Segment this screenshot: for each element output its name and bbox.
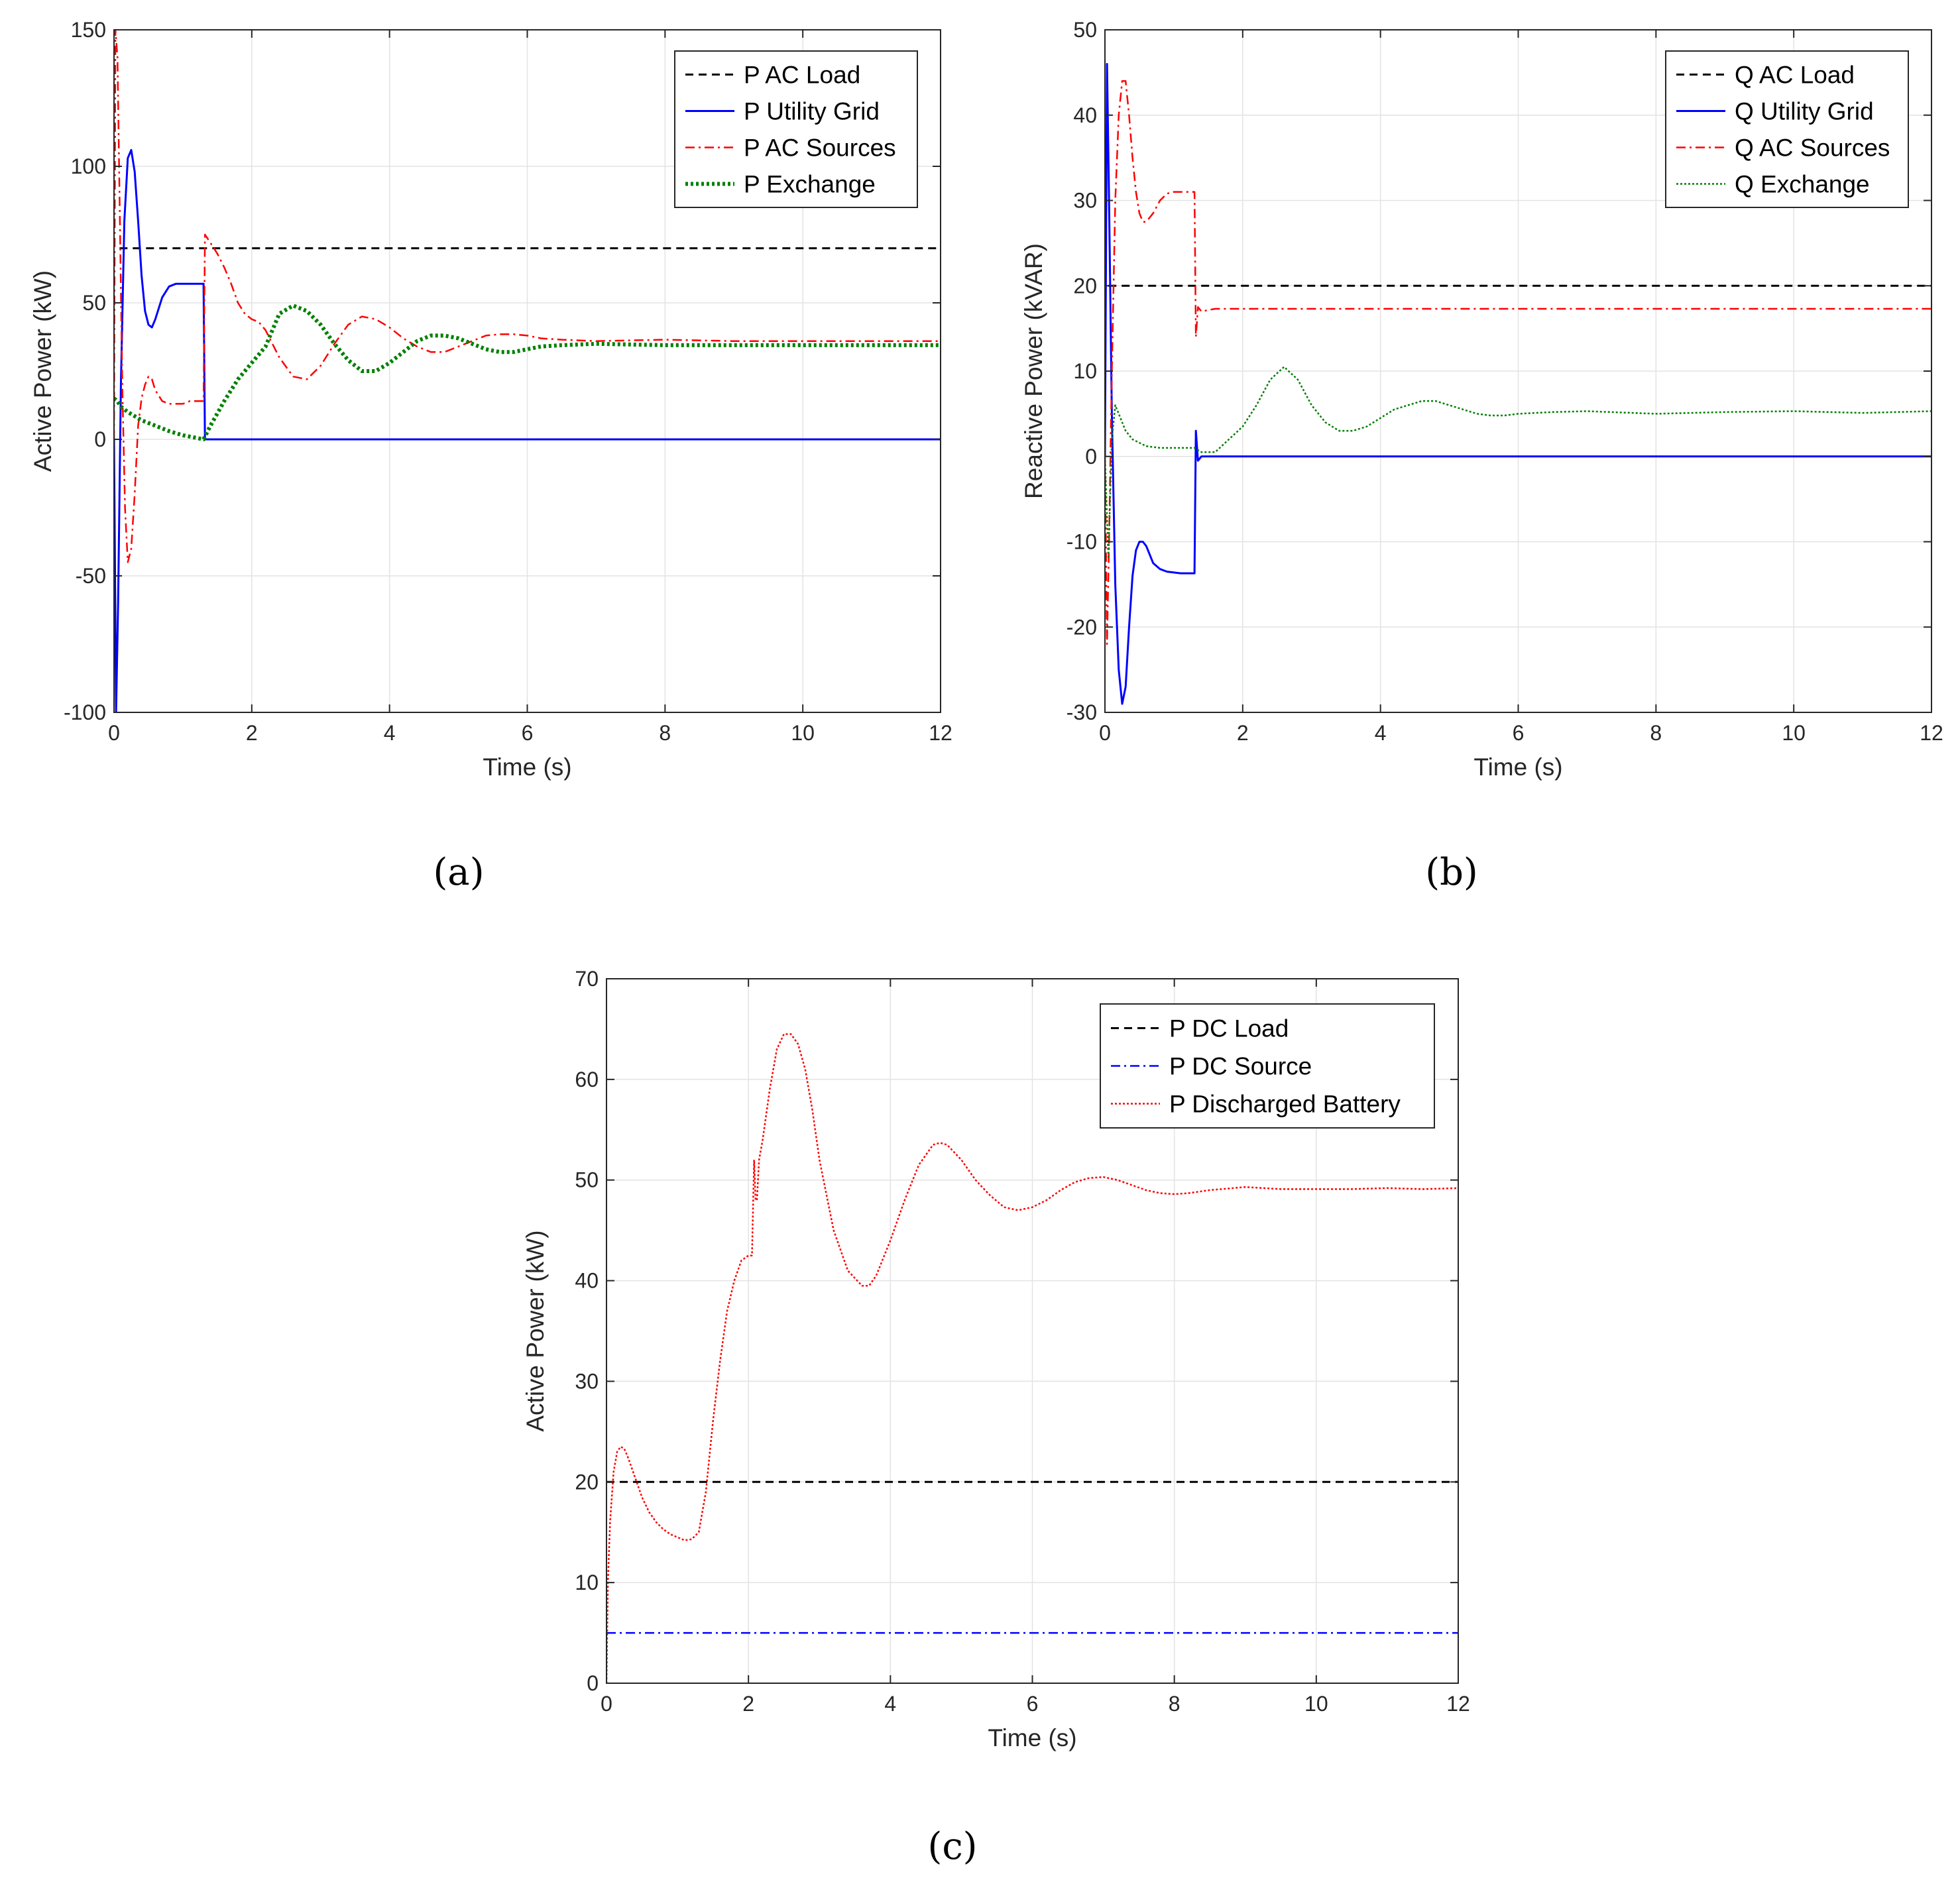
- y-tick-label: 40: [575, 1269, 599, 1293]
- series-line-p-discharged-battery: [606, 1033, 1458, 1683]
- y-tick-label: 30: [1073, 189, 1097, 213]
- x-tick-label: 12: [929, 721, 952, 745]
- x-tick-label: 2: [742, 1692, 754, 1716]
- series-line-q-utility-grid: [1105, 63, 1931, 705]
- legend-label: Q AC Sources: [1735, 135, 1890, 162]
- legend-box: [1100, 1003, 1435, 1129]
- y-tick-label: 10: [575, 1571, 599, 1594]
- y-tick-label: 50: [82, 291, 106, 315]
- x-tick-label: 10: [1782, 721, 1806, 745]
- y-tick-label: 20: [575, 1470, 599, 1494]
- panel-caption: (a): [433, 851, 484, 894]
- y-tick-label: 50: [1073, 18, 1097, 42]
- x-tick-label: 4: [384, 721, 396, 745]
- legend-label: P AC Sources: [744, 135, 896, 162]
- y-tick-label: 0: [1085, 445, 1097, 469]
- series-line-q-exchange: [1105, 366, 1931, 560]
- legend: Q AC Load Q Utility Grid Q AC Sources Q Exc…: [1665, 50, 1909, 208]
- x-tick-label: 6: [1027, 1692, 1039, 1716]
- legend-label: P Utility Grid: [744, 98, 880, 125]
- legend-label: Q Exchange: [1735, 171, 1870, 198]
- y-tick-label: -10: [1066, 530, 1097, 554]
- x-tick-label: 0: [1099, 721, 1111, 745]
- x-tick-label: 10: [791, 721, 815, 745]
- x-tick-label: 12: [1446, 1692, 1470, 1716]
- series-line-q-ac-sources: [1105, 80, 1931, 645]
- x-tick-label: 10: [1304, 1692, 1328, 1716]
- y-tick-label: 50: [575, 1168, 599, 1192]
- series-line-p-ac-sources: [114, 30, 941, 563]
- x-tick-label: 0: [108, 721, 120, 745]
- y-tick-label: 40: [1073, 103, 1097, 127]
- legend-label: P Discharged Battery: [1169, 1091, 1401, 1118]
- x-tick-label: 6: [522, 721, 534, 745]
- y-tick-label: 100: [71, 154, 106, 178]
- x-tick-label: 2: [1237, 721, 1249, 745]
- y-tick-label: -50: [76, 564, 106, 588]
- x-tick-label: 12: [1920, 721, 1943, 745]
- y-axis-label: Reactive Power (kVAR): [1020, 243, 1047, 499]
- y-tick-label: 30: [575, 1369, 599, 1393]
- y-axis-label: Active Power (kW): [29, 270, 56, 472]
- legend-label: P AC Load: [744, 62, 860, 89]
- x-tick-label: 4: [1375, 721, 1387, 745]
- legend-box: [1665, 50, 1909, 208]
- x-tick-label: 8: [1650, 721, 1662, 745]
- legend-label: Q AC Load: [1735, 62, 1855, 89]
- y-tick-label: 0: [587, 1671, 599, 1695]
- y-tick-label: 20: [1073, 274, 1097, 298]
- legend-label: P DC Load: [1169, 1015, 1289, 1042]
- legend-label: P DC Source: [1169, 1053, 1312, 1080]
- y-tick-label: 0: [94, 427, 106, 451]
- x-tick-label: 4: [884, 1692, 896, 1716]
- y-tick-label: -30: [1066, 700, 1097, 724]
- panel-c-chart: 0 2 4 6 8 10 12 0 10 20 30 40 50 60 70 Time (s) Active P…: [522, 967, 1470, 1868]
- legend-label: P Exchange: [744, 171, 876, 198]
- y-tick-label: -100: [64, 700, 106, 724]
- legend-label: Q Utility Grid: [1735, 98, 1874, 125]
- y-axis-label: Active Power (kW): [522, 1230, 549, 1431]
- x-axis-label: Time (s): [483, 753, 571, 781]
- legend: P AC Load P Utility Grid P AC Sources P Exc…: [674, 50, 918, 208]
- y-tick-label: 60: [575, 1068, 599, 1091]
- y-tick-label: 150: [71, 18, 106, 42]
- x-tick-label: 8: [1169, 1692, 1181, 1716]
- x-axis-label: Time (s): [988, 1724, 1076, 1751]
- x-tick-label: 0: [601, 1692, 612, 1716]
- panel-b-chart: 0 2 4 6 8 10 12 -30 -20 -10 0 10 20 30 40 50 Time (s) Rea…: [1020, 18, 1943, 894]
- y-tick-label: 70: [575, 967, 599, 991]
- panel-caption: (b): [1425, 851, 1478, 894]
- legend: P DC Load P DC Source P Discharged Battery: [1100, 1003, 1435, 1129]
- x-tick-label: 8: [659, 721, 671, 745]
- panel-a-chart: 0 2 4 6 8 10 12 -100 -50 0 50 100 150 Time (s) Active …: [29, 18, 952, 894]
- legend-box: [674, 50, 918, 208]
- x-axis-label: Time (s): [1473, 753, 1562, 781]
- series-line-p-exchange: [114, 304, 941, 441]
- panel-caption: (c): [927, 1825, 977, 1868]
- x-tick-label: 6: [1513, 721, 1525, 745]
- series-line-p-utility-grid: [114, 148, 941, 712]
- x-tick-label: 2: [246, 721, 258, 745]
- y-tick-label: 10: [1073, 359, 1097, 383]
- y-tick-label: -20: [1066, 615, 1097, 639]
